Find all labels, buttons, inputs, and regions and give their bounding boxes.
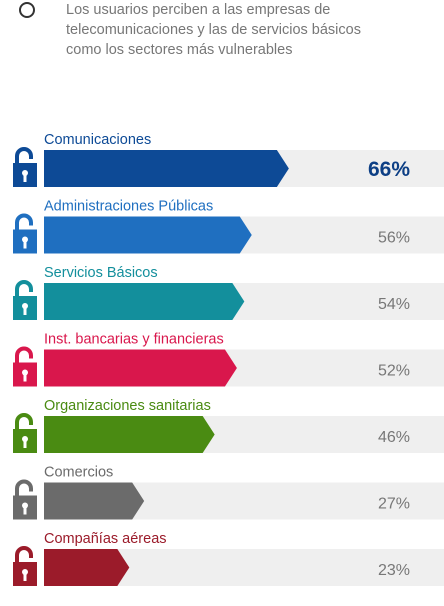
value-label: 54% xyxy=(378,296,410,313)
category-label: Inst. bancarias y financieras xyxy=(44,332,224,348)
radio-button-icon[interactable] xyxy=(19,2,35,18)
category-label: Comercios xyxy=(44,465,113,481)
value-label: 46% xyxy=(378,429,410,446)
padlock-open-icon xyxy=(13,546,37,586)
bar xyxy=(44,216,252,254)
bar-row: Comunicaciones 66% xyxy=(13,132,444,187)
bar-row: Organizaciones sanitarias 46% xyxy=(13,398,444,453)
bar xyxy=(44,549,130,586)
padlock-open-icon xyxy=(13,213,37,254)
bar-row: Compañías aéreas 23% xyxy=(13,531,444,586)
bar xyxy=(44,150,289,187)
value-label: 56% xyxy=(378,230,410,247)
sector-vulnerability-bar-chart: Comunicaciones 66% Administraciones Públic… xyxy=(13,132,444,586)
category-label: Servicios Básicos xyxy=(44,265,158,281)
padlock-open-icon xyxy=(13,413,37,453)
value-label: 23% xyxy=(378,562,410,579)
padlock-open-icon xyxy=(13,479,37,520)
value-label: 66% xyxy=(368,158,410,181)
padlock-open-icon xyxy=(13,280,37,320)
bar xyxy=(44,283,245,320)
padlock-open-icon xyxy=(13,346,37,387)
bar-row: Inst. bancarias y financieras 52% xyxy=(13,332,444,387)
category-label: Compañías aéreas xyxy=(44,531,167,547)
bar-row: Servicios Básicos 54% xyxy=(13,265,444,320)
category-label: Administraciones Públicas xyxy=(44,199,213,215)
value-label: 52% xyxy=(378,363,410,380)
category-label: Comunicaciones xyxy=(44,132,151,148)
bar-row: Administraciones Públicas 56% xyxy=(13,199,444,254)
category-label: Organizaciones sanitarias xyxy=(44,398,211,414)
value-label: 27% xyxy=(378,496,410,513)
bar-row: Comercios 27% xyxy=(13,465,444,520)
intro-section: Los usuarios perciben a las empresas de … xyxy=(0,0,444,90)
intro-text: Los usuarios perciben a las empresas de … xyxy=(66,2,361,58)
bar xyxy=(44,482,145,520)
bar xyxy=(44,349,237,387)
bar xyxy=(44,416,215,453)
padlock-open-icon xyxy=(13,147,37,187)
